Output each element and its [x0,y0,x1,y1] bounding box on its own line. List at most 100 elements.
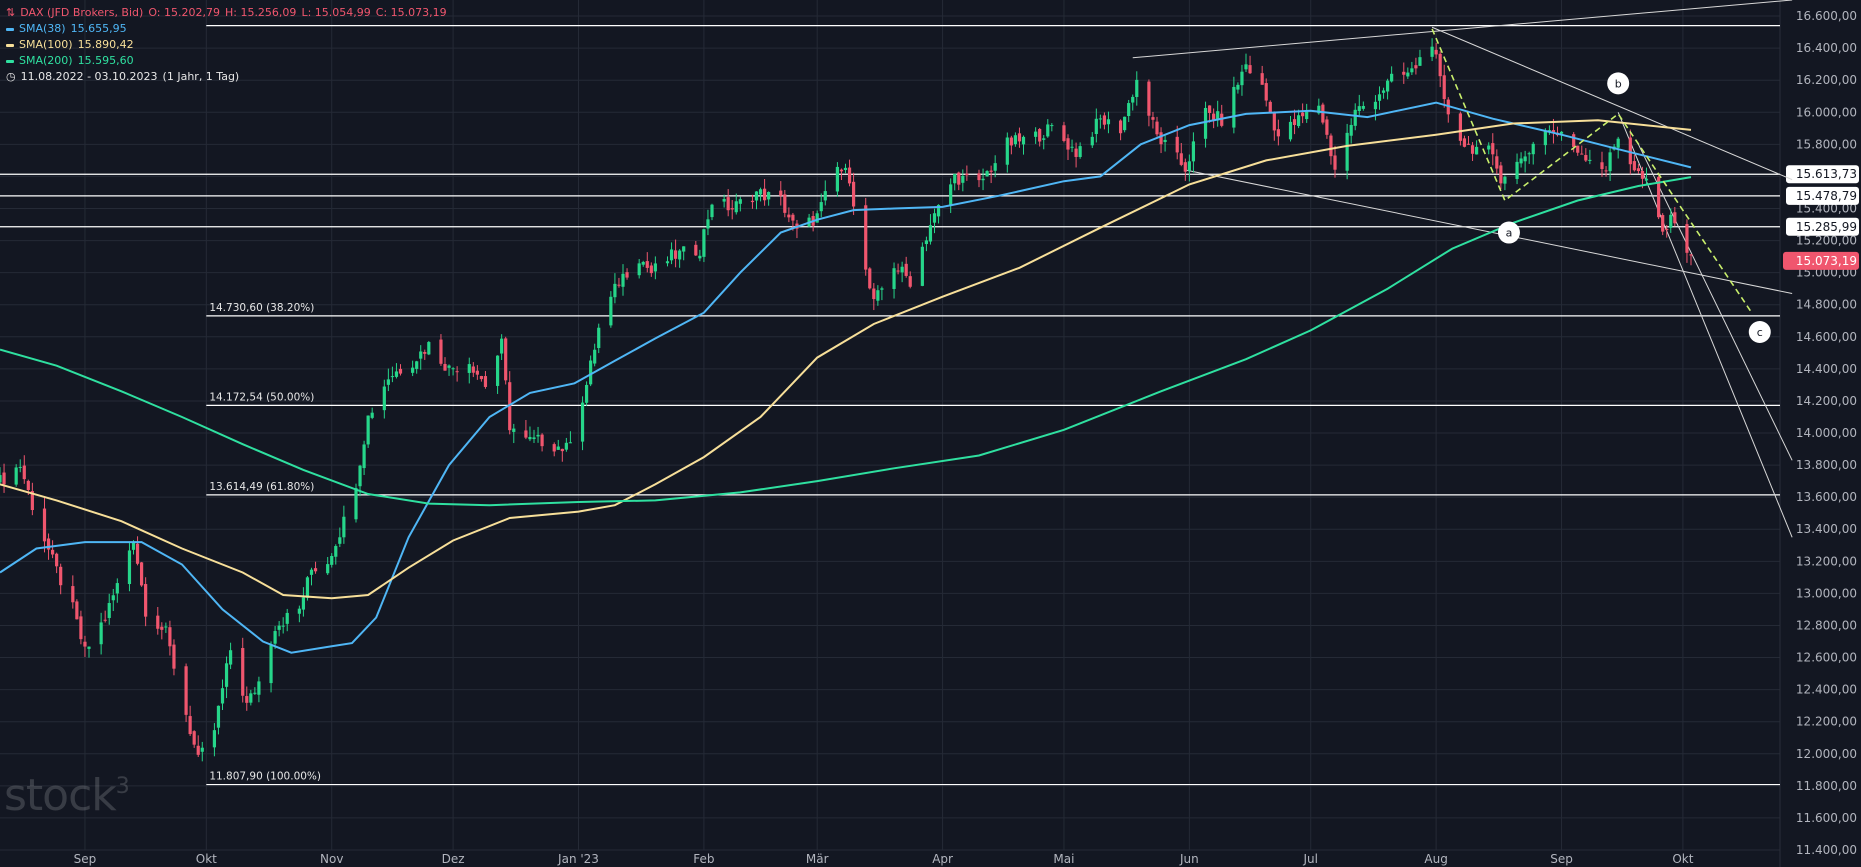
candle-body [1232,86,1236,128]
wave-label-circle [1497,221,1520,244]
y-tick-label: 12.600,00 [1796,651,1857,665]
date-range-detail: (1 Jahr, 1 Tag) [162,70,240,83]
candle-body [851,181,856,207]
instrument-row: ⇅ DAX (JFD Brokers, Bid) O: 15.202,79 H:… [6,5,447,21]
candle-body [819,202,823,212]
candle-body [1179,153,1183,165]
candle-body [1628,137,1632,165]
trend-line [1431,26,1793,181]
candle-body [835,166,840,192]
candle-body [1661,215,1665,232]
candle-body [1017,133,1022,142]
candle-body [1527,153,1531,155]
candle-body [1390,73,1394,82]
sma38-label: SMA(38) [19,22,66,35]
candle-body [1078,146,1082,157]
candle-body [1066,138,1070,150]
candle-body [1434,49,1438,55]
x-tick-label: Mär [806,852,829,866]
candle-body [920,246,924,286]
candle-body [22,465,26,480]
candle-body [908,276,912,287]
candle-body [1519,158,1523,164]
candle-body [447,365,451,368]
candle-body [1458,113,1463,141]
candle-body [1292,119,1297,125]
candle-body [839,169,844,172]
candle-body [1005,137,1009,165]
indicator-row-sma100[interactable]: SMA(100) 15.890,42 [6,37,447,53]
candle-body [1576,145,1580,153]
candle-body [1183,162,1187,172]
candle-body [1187,161,1191,171]
candle-body [46,538,51,550]
candle-body [1600,162,1604,169]
candle-body [1236,84,1240,90]
candle-body [249,693,253,703]
fibonacci-label: 11.807,90 (100.00%) [209,771,321,783]
candle-body [924,240,929,245]
candle-body [184,666,188,715]
candle-body [1572,134,1576,147]
high-value: H: 15.256,09 [224,6,297,19]
wave-label-text: b [1615,77,1622,90]
candle-body [1406,72,1410,77]
y-tick-label: 13.000,00 [1796,586,1857,600]
y-tick-label: 15.800,00 [1796,137,1857,151]
candle-body [172,644,176,669]
candle-body [1495,156,1499,169]
candle-body [949,184,953,206]
candle-body [273,631,277,644]
candle-body [702,229,706,257]
candle-body [847,167,852,184]
clock-icon: ◷ [6,70,16,83]
indicator-row-sma38[interactable]: SMA(38) 15.655,95 [6,21,447,37]
candle-body [439,339,443,364]
candle-body [540,434,544,447]
candle-body [904,263,908,276]
candle-body [301,597,306,610]
candle-body [168,627,172,647]
candle-body [1523,156,1527,162]
candle-body [297,608,301,614]
candle-body [1470,145,1475,154]
indicator-row-sma200[interactable]: SMA(200) 15.595,60 [6,53,447,69]
candle-body [1147,81,1151,116]
candle-body [734,201,738,213]
y-tick-label: 14.800,00 [1796,298,1857,312]
candle-body [900,266,904,273]
candle-body [1276,129,1280,137]
candle-body [285,612,289,624]
candle-body [139,562,144,586]
candle-body [1345,132,1349,171]
y-tick-label: 14.400,00 [1796,362,1857,376]
candle-body [500,338,504,354]
candle-body [1248,65,1252,74]
candle-body [160,626,164,630]
candle-body [528,436,532,440]
candle-body [645,261,649,268]
level-price-tag [1786,217,1859,236]
candle-body [164,626,168,628]
candle-body [1260,73,1264,85]
sma-line-sma100 [0,119,1692,600]
sma200-label: SMA(200) [19,54,73,67]
candle-body [617,284,621,286]
fibonacci-label: 14.730,60 (38.20%) [209,302,314,314]
candle-body [1357,106,1361,111]
candle-body [370,412,374,418]
x-tick-label: Okt [196,852,217,866]
candle-body [1244,64,1248,70]
candle-body [1296,115,1301,127]
candle-body [382,386,386,411]
candle-body [2,472,6,485]
candle-body [1673,212,1677,224]
candle-body [564,442,568,450]
candle-body [783,194,787,213]
candle-body [1474,146,1479,155]
candle-body [1118,120,1123,134]
wave-label-text: c [1757,326,1763,339]
candle-body [669,249,674,261]
candle-body [156,615,160,629]
